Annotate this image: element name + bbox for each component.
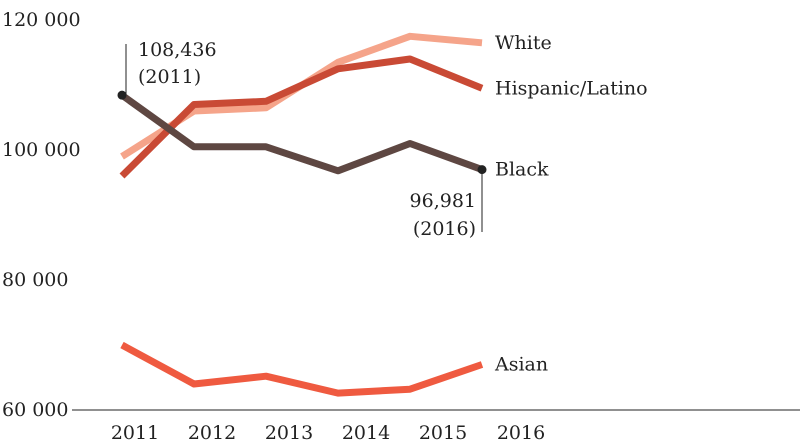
- series-label-hispanic-latino: Hispanic/Latino: [495, 77, 648, 99]
- series-label-white: White: [495, 32, 552, 54]
- series-label-black: Black: [495, 159, 549, 181]
- annotation-year-label: (2016): [413, 218, 476, 240]
- series-lines: [119, 32, 484, 397]
- x-tick-label-2011: 2011: [111, 422, 159, 444]
- annotation-year-label: (2011): [138, 66, 201, 88]
- annotation-marker: [117, 90, 127, 100]
- annotation-value-label: 108,436: [138, 39, 217, 61]
- series-line-black: [119, 92, 484, 175]
- series-label-asian: Asian: [494, 354, 548, 376]
- y-tick-label-60000: 60 000: [2, 399, 68, 421]
- y-tick-label-80000: 80 000: [2, 269, 68, 291]
- annotation-value-label: 96,981: [410, 190, 476, 212]
- series-labels: White Hispanic/Latino Black Asian: [494, 32, 648, 376]
- x-tick-label-2012: 2012: [188, 422, 236, 444]
- annotations: 108,436 (2011) 96,981 (2016): [117, 39, 487, 240]
- x-axis-ticks: 2011 2012 2013 2014 2015 2016: [111, 422, 545, 444]
- y-tick-label-120000: 120 000: [2, 9, 81, 31]
- x-tick-label-2015: 2015: [419, 422, 467, 444]
- x-tick-label-2016: 2016: [497, 422, 545, 444]
- x-tick-label-2013: 2013: [265, 422, 313, 444]
- x-tick-label-2014: 2014: [342, 422, 390, 444]
- series-line-asian: [120, 341, 484, 397]
- y-axis-ticks: 60 000 80 000 100 000 120 000: [2, 9, 81, 421]
- annotation-black-2016: 96,981 (2016): [410, 165, 487, 240]
- annotation-black-2011: 108,436 (2011): [117, 39, 217, 100]
- series-line-hispanic-latino: [119, 55, 484, 179]
- y-tick-label-100000: 100 000: [2, 139, 81, 161]
